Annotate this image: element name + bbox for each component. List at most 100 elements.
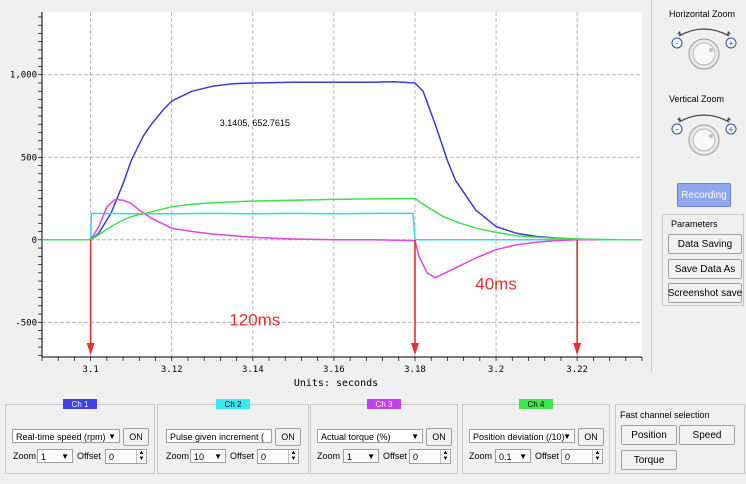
channel-3-zoom-value: 1 — [347, 452, 353, 462]
x-tick-label: 3.14 — [242, 365, 264, 375]
svg-text:+: + — [728, 39, 733, 49]
channel-1-zoom-select[interactable]: 1 ▼ — [37, 449, 73, 463]
channel-1-on-button[interactable]: ON — [123, 428, 149, 446]
channel-3-offset-value: 0 — [413, 452, 419, 462]
position-button[interactable]: Position — [621, 425, 677, 445]
channel-1-offset-label: Offset — [77, 451, 101, 461]
channel-2-offset-label: Offset — [230, 451, 254, 461]
torque-button[interactable]: Torque — [621, 450, 677, 470]
series-line-3 — [42, 198, 598, 279]
channel-2-tag: Ch 2 — [216, 399, 250, 409]
channel-4-offset-label: Offset — [535, 451, 559, 461]
series-line-1 — [42, 80, 598, 241]
channel-4-zoom-select[interactable]: 0.1 ▼ — [495, 449, 531, 463]
dropdown-arrow-icon: ▼ — [367, 452, 375, 461]
x-tick-label: 3.22 — [566, 365, 588, 375]
channel-1-tag: Ch 1 — [63, 399, 97, 409]
plot-axes: -500 0 500 1,000 3.1 3.12 3.14 3.16 3.18 3.2 3.22 — [10, 12, 643, 375]
zoom-out-icon — [671, 37, 683, 49]
recording-button[interactable]: Recording — [677, 183, 731, 207]
x-tick-label: 3.16 — [323, 365, 345, 375]
svg-text:-: - — [676, 38, 679, 48]
horizontal-zoom-label: Horizontal Zoom — [669, 9, 736, 19]
channel-1-signal-value: Real-time speed (rpm) — [16, 432, 106, 442]
vertical-zoom-label: Vertical Zoom — [669, 94, 725, 104]
plot-markers — [86, 239, 582, 355]
x-tick-label: 3.12 — [161, 365, 183, 375]
channel-4-signal-select[interactable]: Position deviation (/10) ▼ — [469, 429, 575, 443]
zoom-in-icon — [725, 123, 737, 135]
y-tick-label: 0 — [32, 236, 37, 246]
x-tick-label: 3.2 — [488, 365, 504, 375]
parameters-label: Parameters — [669, 219, 720, 229]
channel-2-group: Ch 2 Pulse given increment ( ON Zoom 10 ▼… — [157, 399, 309, 474]
channel-4-tag: Ch 4 — [519, 399, 553, 409]
dropdown-arrow-icon: ▼ — [108, 432, 116, 441]
dropdown-arrow-icon: ▼ — [563, 432, 571, 441]
channel-1-zoom-value: 1 — [41, 452, 47, 462]
dropdown-arrow-icon: ▼ — [411, 432, 419, 441]
save-data-as-button[interactable]: Save Data As — [668, 259, 742, 279]
channel-2-on-button[interactable]: ON — [275, 428, 301, 446]
dropdown-arrow-icon: ▼ — [519, 452, 527, 461]
fast-channel-label: Fast channel selection — [620, 410, 710, 420]
dropdown-arrow-icon: ▼ — [214, 452, 222, 461]
horizontal-zoom-knob[interactable]: - + — [669, 22, 739, 70]
speed-button[interactable]: Speed — [679, 425, 735, 445]
svg-text:+: + — [728, 125, 733, 135]
y-tick-label: 500 — [21, 153, 37, 163]
channel-3-offset-label: Offset — [383, 451, 407, 461]
channel-2-signal-select[interactable]: Pulse given increment ( — [166, 429, 272, 443]
svg-text:-: - — [676, 124, 679, 134]
channel-3-on-button[interactable]: ON — [426, 428, 452, 446]
channel-4-zoom-label: Zoom — [469, 451, 493, 461]
marker-arrowhead-1 — [86, 343, 95, 355]
spin-arrows-icon[interactable]: ▲ ▼ — [440, 450, 450, 463]
marker-arrowhead-2 — [410, 343, 419, 355]
series-line-4 — [42, 197, 642, 241]
channel-1-signal-select[interactable]: Real-time speed (rpm) ▼ — [12, 429, 120, 443]
chart-annotation-1: 3.1405, 652.7615 — [220, 118, 290, 128]
channel-3-tag: Ch 3 — [367, 399, 401, 409]
channel-3-zoom-select[interactable]: 1 ▼ — [343, 449, 379, 463]
parameters-group — [662, 214, 744, 306]
x-tick-label: 3.1 — [83, 365, 99, 375]
spin-arrows-icon[interactable]: ▲ ▼ — [592, 450, 602, 463]
plot-series — [42, 80, 642, 279]
y-tick-label: -500 — [15, 318, 37, 328]
data-saving-button[interactable]: Data Saving — [668, 234, 742, 254]
dropdown-arrow-icon: ▼ — [61, 452, 69, 461]
chart-annotation-2: 120ms — [229, 311, 280, 330]
vertical-zoom-knob[interactable]: - + — [669, 108, 739, 156]
spin-arrows-icon[interactable]: ▲ ▼ — [136, 450, 146, 463]
channel-1-offset-value: 0 — [109, 452, 115, 462]
x-axis-label: Units: seconds — [294, 378, 378, 389]
zoom-in-icon — [725, 37, 737, 49]
channel-2-offset-spinbox[interactable]: 0 ▲ ▼ — [257, 449, 299, 464]
series-line-2 — [42, 212, 642, 241]
channel-1-offset-spinbox[interactable]: 0 ▲ ▼ — [105, 449, 147, 464]
channel-2-offset-value: 0 — [261, 452, 267, 462]
channel-4-on-button[interactable]: ON — [578, 428, 604, 446]
channel-1-zoom-label: Zoom — [13, 451, 37, 461]
channel-3-offset-spinbox[interactable]: 0 ▲ ▼ — [409, 449, 451, 464]
screenshot-save-button[interactable]: Screenshot save — [668, 283, 742, 303]
spin-arrows-icon[interactable]: ▲ ▼ — [288, 450, 298, 463]
chart-annotation-3: 40ms — [475, 274, 517, 293]
plot-area — [42, 12, 642, 357]
channel-4-offset-spinbox[interactable]: 0 ▲ ▼ — [561, 449, 603, 464]
channel-3-group: Ch 3 Actual torque (%) ▼ ON Zoom 1 ▼ Offse… — [310, 399, 458, 474]
plot-annotations: 3.1405, 652.7615 120ms 40ms — [220, 118, 517, 330]
channel-3-signal-select[interactable]: Actual torque (%) ▼ — [317, 429, 423, 443]
fast-channel-group: Fast channel selection Position Speed To… — [615, 404, 745, 474]
channel-3-signal-value: Actual torque (%) — [321, 432, 391, 442]
channel-4-group: Ch 4 Position deviation (/10) ▼ ON Zoom 0… — [462, 399, 610, 474]
zoom-out-icon — [671, 123, 683, 135]
marker-arrowhead-3 — [573, 343, 582, 355]
channel-2-signal-value: Pulse given increment ( — [170, 432, 265, 442]
channel-3-zoom-label: Zoom — [317, 451, 341, 461]
channel-1-group: Ch 1 Real-time speed (rpm) ▼ ON Zoom 1 ▼ O… — [5, 399, 155, 474]
channel-2-zoom-select[interactable]: 10 ▼ — [190, 449, 226, 463]
right-control-panel — [651, 0, 746, 372]
